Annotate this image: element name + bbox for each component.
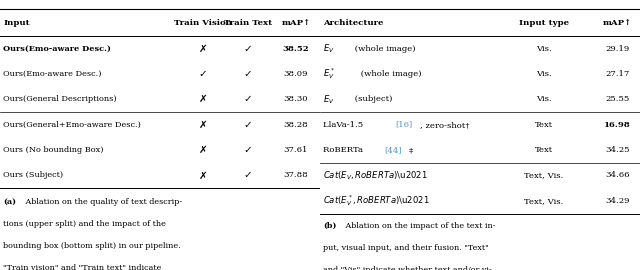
Text: ✗: ✗ [199, 120, 207, 130]
Text: Text: Text [535, 121, 553, 129]
Text: Text, Vis.: Text, Vis. [524, 197, 564, 205]
Text: tions (upper split) and the impact of the: tions (upper split) and the impact of th… [3, 220, 166, 228]
Text: Text, Vis.: Text, Vis. [524, 171, 564, 180]
Text: ‡: ‡ [408, 146, 413, 154]
Text: RoBERTa: RoBERTa [323, 146, 366, 154]
Text: [44]: [44] [384, 146, 401, 154]
Text: Text: Text [535, 146, 553, 154]
Text: ✗: ✗ [199, 43, 207, 54]
Text: 25.55: 25.55 [605, 95, 630, 103]
Text: Ablation on the impact of the text in-: Ablation on the impact of the text in- [343, 222, 495, 230]
Text: Ours (No bounding Box): Ours (No bounding Box) [3, 146, 104, 154]
Text: $E_V^*$: $E_V^*$ [323, 66, 335, 82]
Text: Vis.: Vis. [536, 45, 552, 53]
Text: ✓: ✓ [244, 69, 252, 79]
Text: 37.88: 37.88 [284, 171, 308, 180]
Text: (whole image): (whole image) [358, 70, 422, 78]
Text: ✓: ✓ [244, 120, 252, 130]
Text: Vis.: Vis. [536, 95, 552, 103]
Text: Ours(Emo-aware Desc.): Ours(Emo-aware Desc.) [3, 45, 111, 53]
Text: Input: Input [3, 19, 30, 27]
Text: ✓: ✓ [244, 170, 252, 181]
Text: Architecture: Architecture [323, 19, 383, 27]
Text: ✓: ✓ [244, 94, 252, 104]
Text: 38.52: 38.52 [283, 45, 309, 53]
Text: 29.19: 29.19 [605, 45, 630, 53]
Text: $Cat(E_V,RoBERTa)$\u2021: $Cat(E_V,RoBERTa)$\u2021 [323, 169, 428, 182]
Text: Train Text: Train Text [224, 19, 272, 27]
Text: ✓: ✓ [199, 69, 207, 79]
Text: (subject): (subject) [352, 95, 392, 103]
Text: Ours(General Descriptions): Ours(General Descriptions) [3, 95, 117, 103]
Text: $E_V$: $E_V$ [323, 93, 335, 106]
Text: Input type: Input type [519, 19, 569, 27]
Text: and "Vis" indicate whether text and/or vi-: and "Vis" indicate whether text and/or v… [323, 266, 492, 270]
Text: (b): (b) [323, 222, 337, 230]
Text: put, visual input, and their fusion. "Text": put, visual input, and their fusion. "Te… [323, 244, 489, 252]
Text: ✓: ✓ [244, 43, 252, 54]
Text: ✓: ✓ [244, 145, 252, 155]
Text: ✗: ✗ [199, 94, 207, 104]
Text: $E_V$: $E_V$ [323, 42, 335, 55]
Text: mAP↑: mAP↑ [282, 19, 310, 27]
Text: (a): (a) [3, 198, 16, 206]
Text: 34.66: 34.66 [605, 171, 630, 180]
Text: [16]: [16] [396, 121, 412, 129]
Text: Train Vision: Train Vision [174, 19, 232, 27]
Text: 38.30: 38.30 [284, 95, 308, 103]
Text: LlaVa-1.5: LlaVa-1.5 [323, 121, 366, 129]
Text: Ours (Subject): Ours (Subject) [3, 171, 63, 180]
Text: Vis.: Vis. [536, 70, 552, 78]
Text: ✗: ✗ [199, 170, 207, 181]
Text: 16.98: 16.98 [604, 121, 631, 129]
Text: bounding box (bottom split) in our pipeline.: bounding box (bottom split) in our pipel… [3, 242, 181, 250]
Text: , zero-shot†: , zero-shot† [420, 121, 469, 129]
Text: (whole image): (whole image) [352, 45, 415, 53]
Text: Ours(Emo-aware Desc.): Ours(Emo-aware Desc.) [3, 70, 102, 78]
Text: $Cat(E_V^*,RoBERTa)$\u2021: $Cat(E_V^*,RoBERTa)$\u2021 [323, 193, 430, 208]
Text: 38.28: 38.28 [284, 121, 308, 129]
Text: 34.25: 34.25 [605, 146, 630, 154]
Text: ✗: ✗ [199, 145, 207, 155]
Text: 27.17: 27.17 [605, 70, 630, 78]
Text: "Train vision" and "Train text" indicate: "Train vision" and "Train text" indicate [3, 264, 161, 270]
Text: Ours(General+Emo-aware Desc.): Ours(General+Emo-aware Desc.) [3, 121, 141, 129]
Text: 37.61: 37.61 [284, 146, 308, 154]
Text: mAP↑: mAP↑ [603, 19, 632, 27]
Text: 38.09: 38.09 [284, 70, 308, 78]
Text: Ablation on the quality of text descrip-: Ablation on the quality of text descrip- [23, 198, 182, 206]
Text: 34.29: 34.29 [605, 197, 630, 205]
